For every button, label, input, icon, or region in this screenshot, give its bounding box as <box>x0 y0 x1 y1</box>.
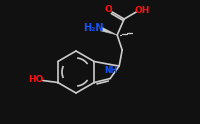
Text: OH: OH <box>135 5 150 15</box>
Text: HO: HO <box>28 75 44 84</box>
Text: O: O <box>104 4 112 14</box>
Polygon shape <box>100 27 117 35</box>
Text: NH: NH <box>105 66 118 75</box>
Text: H₂N: H₂N <box>83 23 103 33</box>
